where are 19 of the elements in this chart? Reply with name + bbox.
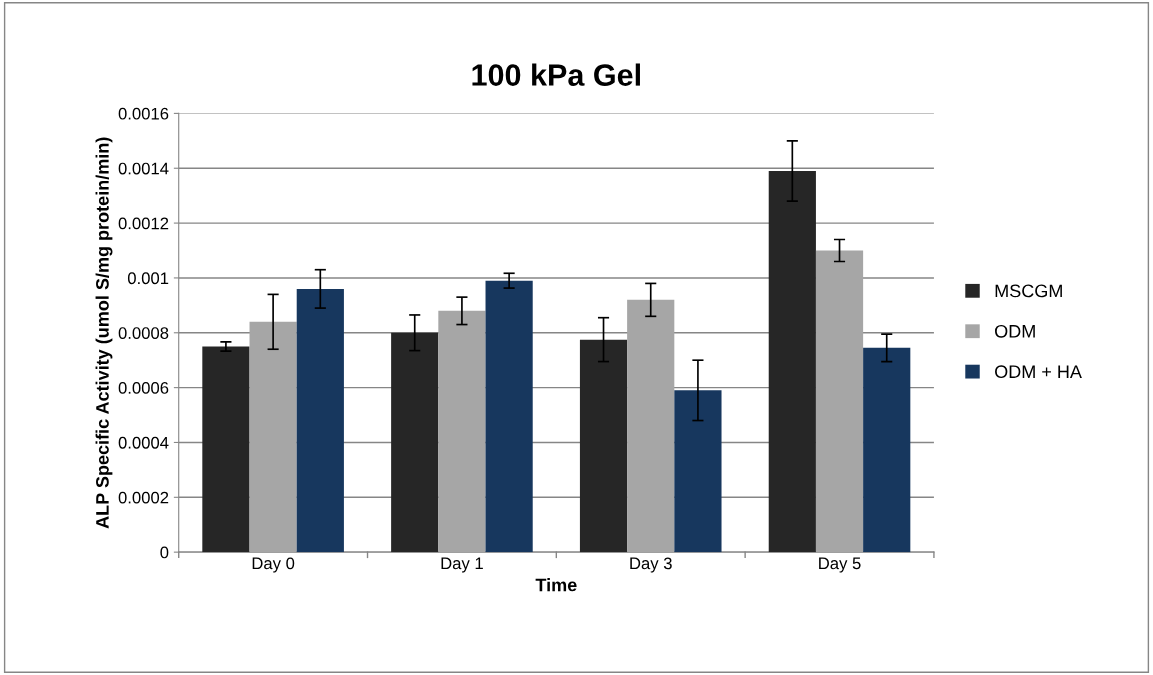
y-tick-label: 0.001 [127, 272, 169, 285]
legend-label: ODM [995, 324, 1035, 338]
x-axis-title: Time [535, 578, 577, 592]
y-tick-label: 0.0004 [118, 436, 169, 449]
x-tick-label: Day 5 [819, 557, 861, 573]
y-tick-label: 0.0016 [118, 107, 169, 120]
y-axis-title: ALP Specific Activity (umol S/mg protein/min) [95, 137, 113, 529]
chart-title: 100 kPa Gel [472, 63, 640, 86]
y-tick-label: 0 [160, 546, 169, 559]
legend-label: MSCGM [995, 284, 1062, 298]
y-tick-label: 0.0006 [118, 382, 169, 394]
x-tick-label: Day 3 [630, 557, 672, 573]
x-tick-label: Day 0 [252, 557, 295, 573]
y-tick-label: 0.0002 [118, 491, 169, 504]
legend-label: ODM + HA [995, 365, 1082, 379]
y-tick-label: 0.0012 [118, 217, 169, 230]
x-tick-label: Day 1 [441, 557, 483, 573]
y-tick-label: 0.0008 [118, 327, 169, 339]
y-tick-label: 0.0014 [118, 162, 169, 175]
